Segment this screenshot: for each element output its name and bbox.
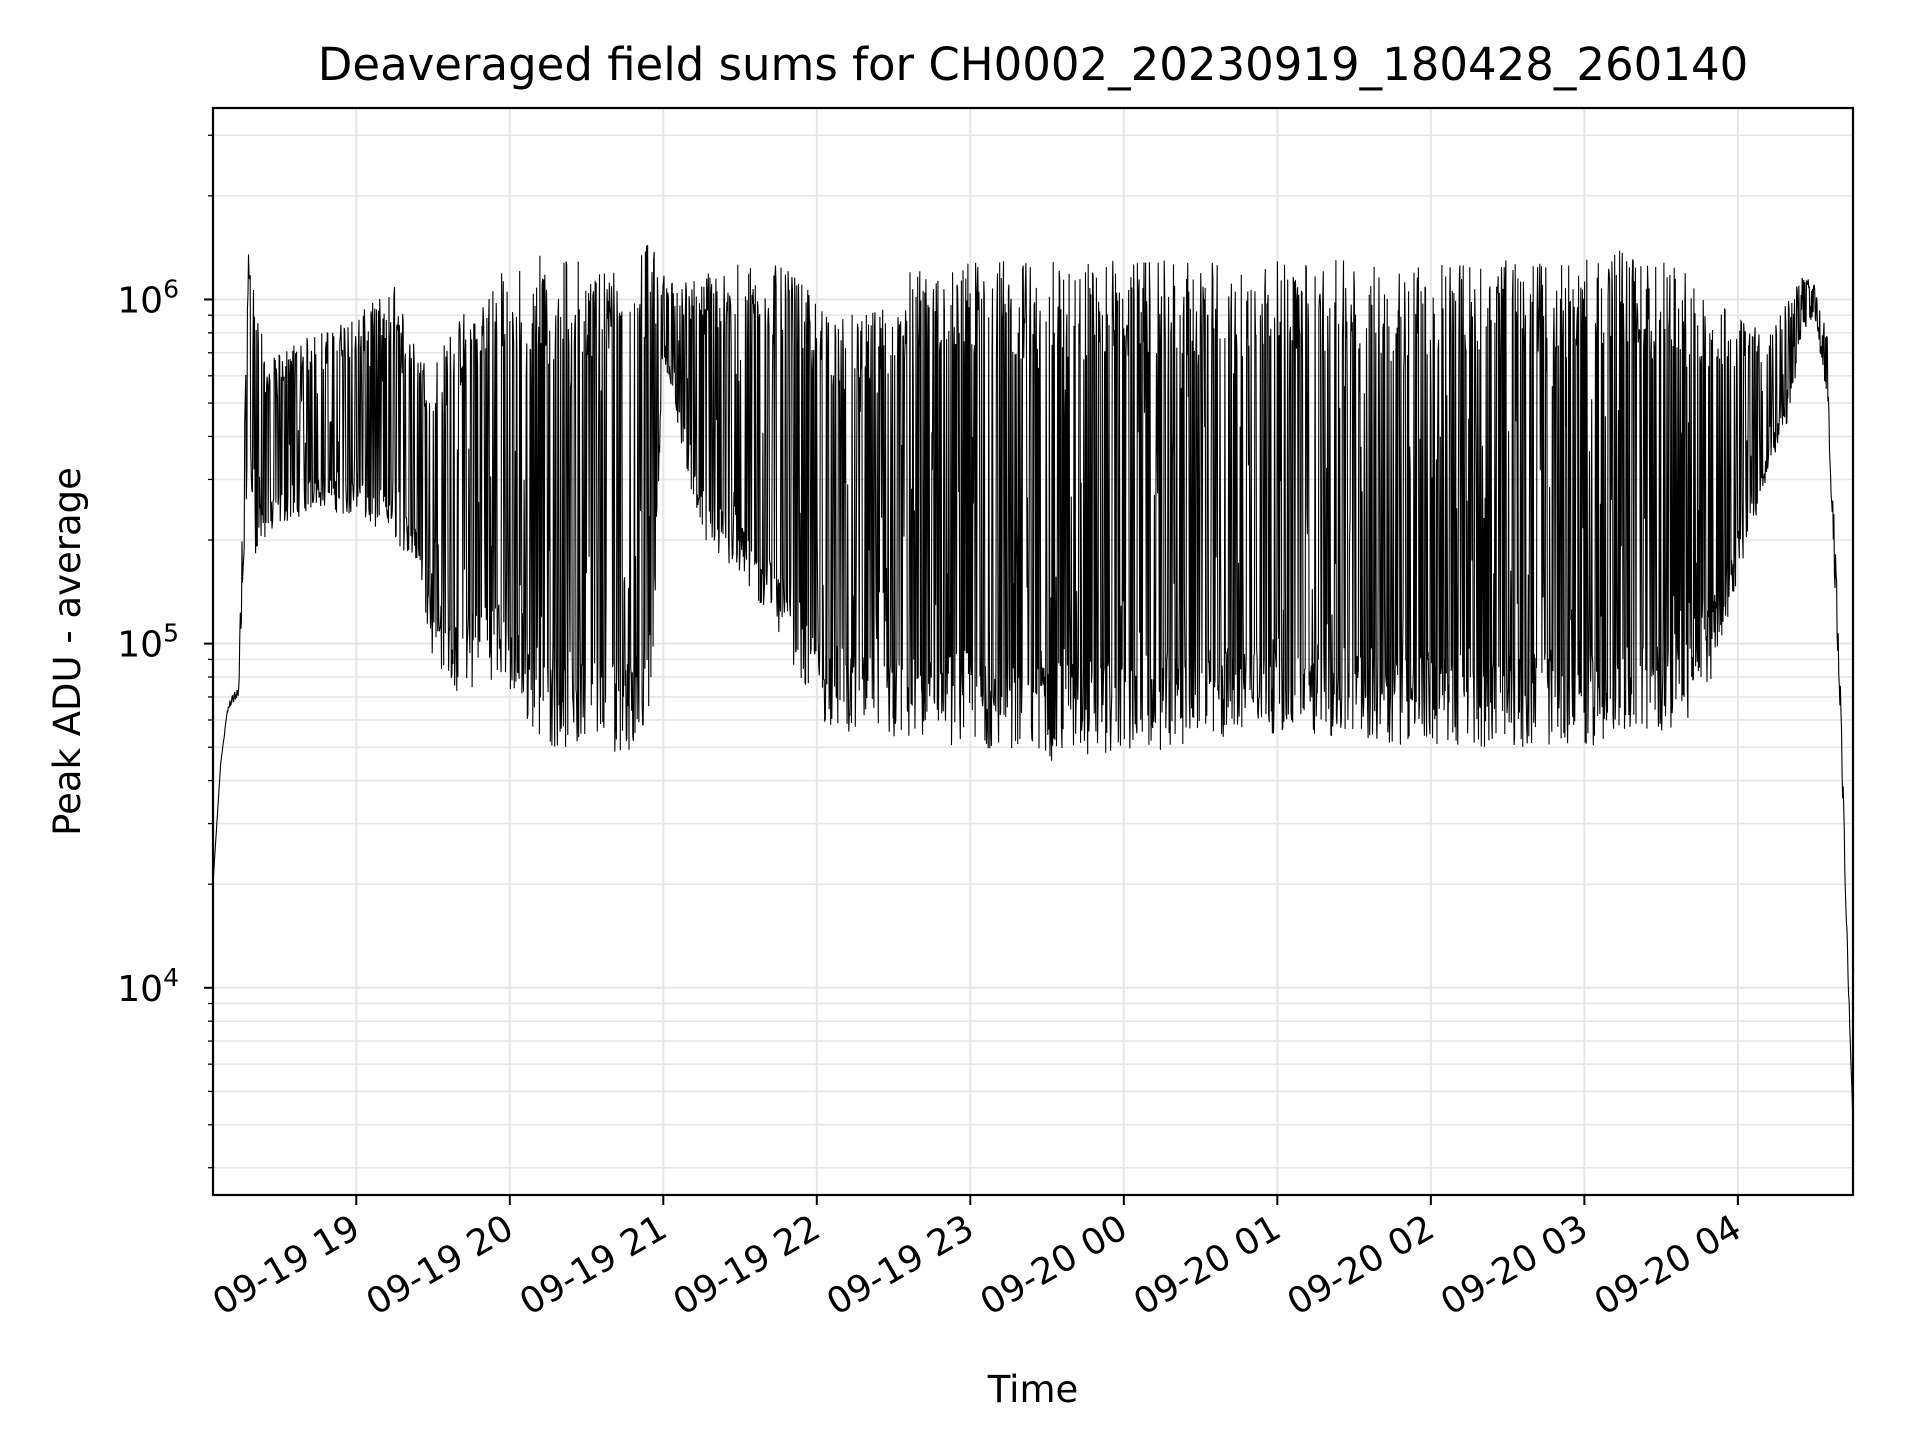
x-axis-label: Time <box>987 1368 1079 1411</box>
chart-title: Deaveraged field sums for CH0002_2023091… <box>318 38 1748 91</box>
y-tick-label: 104 <box>117 963 179 1010</box>
y-tick-label: 106 <box>117 274 179 321</box>
series-line <box>212 244 1854 1125</box>
y-axis-label: Peak ADU - average <box>46 467 89 836</box>
series-layer <box>212 244 1854 1125</box>
plot-frame <box>211 106 1855 1197</box>
y-tick-label: 105 <box>117 619 179 666</box>
